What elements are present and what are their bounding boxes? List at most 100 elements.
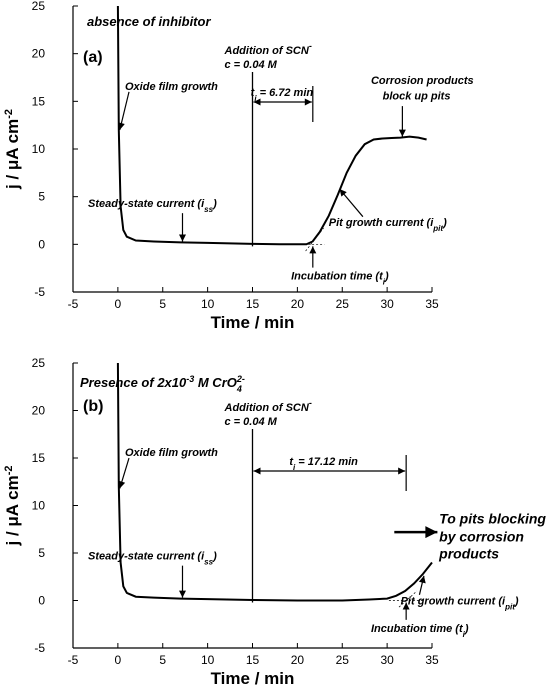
concentration-label: c = 0.04 M (225, 59, 278, 71)
y-tick-label: -5 (34, 641, 45, 655)
y-tick-label: 15 (32, 94, 46, 108)
panel-header: absence of inhibitor (87, 14, 211, 29)
x-tick-label: -5 (68, 653, 79, 667)
incubation-sub: i (383, 277, 386, 286)
addition-label: Addition of SCN- (224, 41, 312, 57)
header-sub: 4 (236, 384, 242, 394)
steady-state-label: Steady-state current (iss) (88, 198, 217, 214)
y-tick-label: 20 (32, 404, 46, 418)
addition-label: Addition of SCN- (224, 398, 312, 414)
incubation-label: Incubation time (ti) (371, 623, 469, 639)
incubation-text: Incubation time (t (371, 623, 464, 635)
y-axis-title-main: j / μA cm (3, 119, 22, 190)
blocking-label-line3: products (438, 546, 499, 562)
y-tick-label: 10 (32, 142, 46, 156)
concentration-label: c = 0.04 M (225, 416, 278, 428)
header-text: Presence of 2x10 (80, 375, 187, 390)
y-tick-label: 25 (32, 356, 46, 370)
steady-text: Steady-state current (i (88, 198, 205, 210)
chart-panel-a: -5 0 5 10 15 20 25 30 35 -5 0 5 10 15 20 25 Time / min j … (3, 0, 474, 332)
x-tick-label: 15 (246, 653, 260, 667)
steady-end: ) (212, 551, 217, 563)
oxide-film-label: Oxide film growth (125, 447, 218, 459)
y-tick-label: 15 (32, 451, 46, 465)
x-tick-label: -5 (68, 297, 79, 311)
steady-end: ) (212, 198, 217, 210)
growth-tangent (305, 227, 324, 252)
pit-growth-label: Pit growth current (ipit) (329, 217, 447, 233)
pit-sub: pit (432, 224, 443, 233)
incubation-label: Incubation time (ti) (291, 271, 389, 287)
incubation-sub: i (463, 629, 466, 638)
x-tick-label: 35 (425, 297, 439, 311)
x-tick-label: 15 (246, 297, 260, 311)
y-tick-label: 10 (32, 499, 46, 513)
pit-text: Pit growth current (i (401, 595, 506, 607)
header-sup: -3 (186, 374, 194, 384)
y-axis-title-exp: -2 (3, 109, 15, 119)
interval-label: ti = 17.12 min (289, 456, 358, 472)
pit-end: ) (442, 217, 447, 229)
blocking-label-line1: To pits blocking (439, 511, 546, 527)
addition-text: Addition of SCN (224, 402, 310, 414)
interval-t: t (289, 456, 294, 468)
y-tick-label: -5 (34, 285, 45, 299)
x-tick-label: 25 (336, 297, 350, 311)
x-axis-title: Time / min (211, 313, 295, 332)
x-tick-label: 30 (380, 653, 394, 667)
y-tick-label: 5 (38, 190, 45, 204)
growth-tangent (398, 590, 418, 608)
steady-state-label: Steady-state current (iss) (88, 551, 217, 567)
x-tick-label: 5 (159, 653, 166, 667)
interval-t: t (251, 87, 256, 99)
y-axis-title: j / μA cm-2 (3, 465, 22, 546)
x-tick-label: 10 (201, 297, 215, 311)
header-sup: 2- (236, 374, 245, 384)
series-line (116, 5, 427, 246)
series-line (116, 362, 433, 602)
corrosion-label-line2: block up pits (383, 90, 451, 102)
x-tick-label: 20 (291, 653, 305, 667)
interval-label: ti = 6.72 min (251, 87, 314, 103)
pit-text: Pit growth current (i (329, 217, 434, 229)
incubation-end: ) (464, 623, 469, 635)
incubation-end: ) (384, 271, 389, 283)
x-tick-label: 25 (336, 653, 350, 667)
panel-header: Presence of 2x10-3 M CrO42- (80, 374, 245, 394)
y-tick-label: 5 (38, 546, 45, 560)
pit-growth-label: Pit growth current (ipit) (401, 595, 519, 611)
panel-label: (a) (83, 49, 103, 66)
x-tick-label: 5 (159, 297, 166, 311)
interval-sub: i (293, 463, 296, 472)
x-axis-title: Time / min (211, 669, 295, 688)
y-tick-label: 20 (32, 47, 46, 61)
oxide-arrow (118, 457, 130, 489)
x-tick-label: 20 (291, 297, 305, 311)
steady-sub: ss (204, 557, 213, 566)
y-tick-label: 0 (38, 237, 45, 251)
chart-panel-b: -5 0 5 10 15 20 25 30 35 -5 0 5 10 15 20 25 Time / min j … (3, 356, 546, 688)
steady-sub: ss (204, 205, 213, 214)
x-tick-label: 0 (115, 297, 122, 311)
pit-growth-arrow (418, 575, 426, 595)
oxide-arrow (118, 91, 130, 131)
interval-value: = 17.12 min (295, 456, 358, 468)
y-axis-title-exp: -2 (3, 465, 15, 475)
y-axis-title-main: j / μA cm (3, 475, 22, 546)
incubation-text: Incubation time (t (291, 271, 384, 283)
panel-label: (b) (83, 398, 103, 415)
x-tick-label: 35 (425, 653, 439, 667)
addition-text: Addition of SCN (224, 45, 310, 57)
interval-sub: i (254, 94, 257, 103)
pit-end: ) (514, 595, 519, 607)
x-tick-label: 30 (380, 297, 394, 311)
x-tick-label: 10 (201, 653, 215, 667)
addition-sup: - (309, 41, 312, 51)
y-tick-label: 0 (38, 594, 45, 608)
pit-sub: pit (504, 602, 515, 611)
pit-growth-arrow (339, 188, 364, 218)
steady-text: Steady-state current (i (88, 551, 205, 563)
addition-sup: - (309, 398, 312, 408)
y-tick-label: 25 (32, 0, 46, 13)
